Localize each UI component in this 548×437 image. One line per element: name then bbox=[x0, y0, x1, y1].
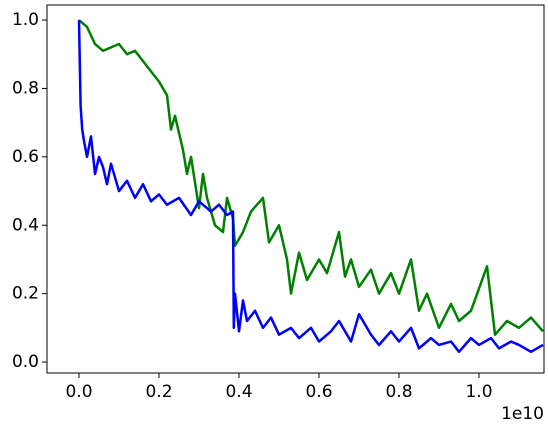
x-tick-label: 0.2 bbox=[145, 382, 172, 402]
x-tick-label: 0.0 bbox=[65, 382, 92, 402]
line-series bbox=[77, 20, 544, 354]
line-series bbox=[78, 19, 544, 336]
x-tick-label: 0.4 bbox=[225, 382, 252, 402]
x-tick-label: 0.8 bbox=[385, 382, 412, 402]
y-tick-label: 0.6 bbox=[12, 147, 39, 167]
x-offset-label: 1e10 bbox=[501, 404, 544, 424]
y-tick-label: 0.2 bbox=[12, 284, 39, 304]
y-tick-label: 0.0 bbox=[12, 352, 39, 372]
y-tick-label: 0.4 bbox=[12, 215, 39, 235]
x-tick-label: 0.6 bbox=[305, 382, 332, 402]
y-tick-label: 0.8 bbox=[12, 78, 39, 98]
x-tick-label: 1.0 bbox=[465, 382, 492, 402]
plot-frame bbox=[46, 4, 545, 374]
y-tick-label: 1.0 bbox=[12, 10, 39, 30]
